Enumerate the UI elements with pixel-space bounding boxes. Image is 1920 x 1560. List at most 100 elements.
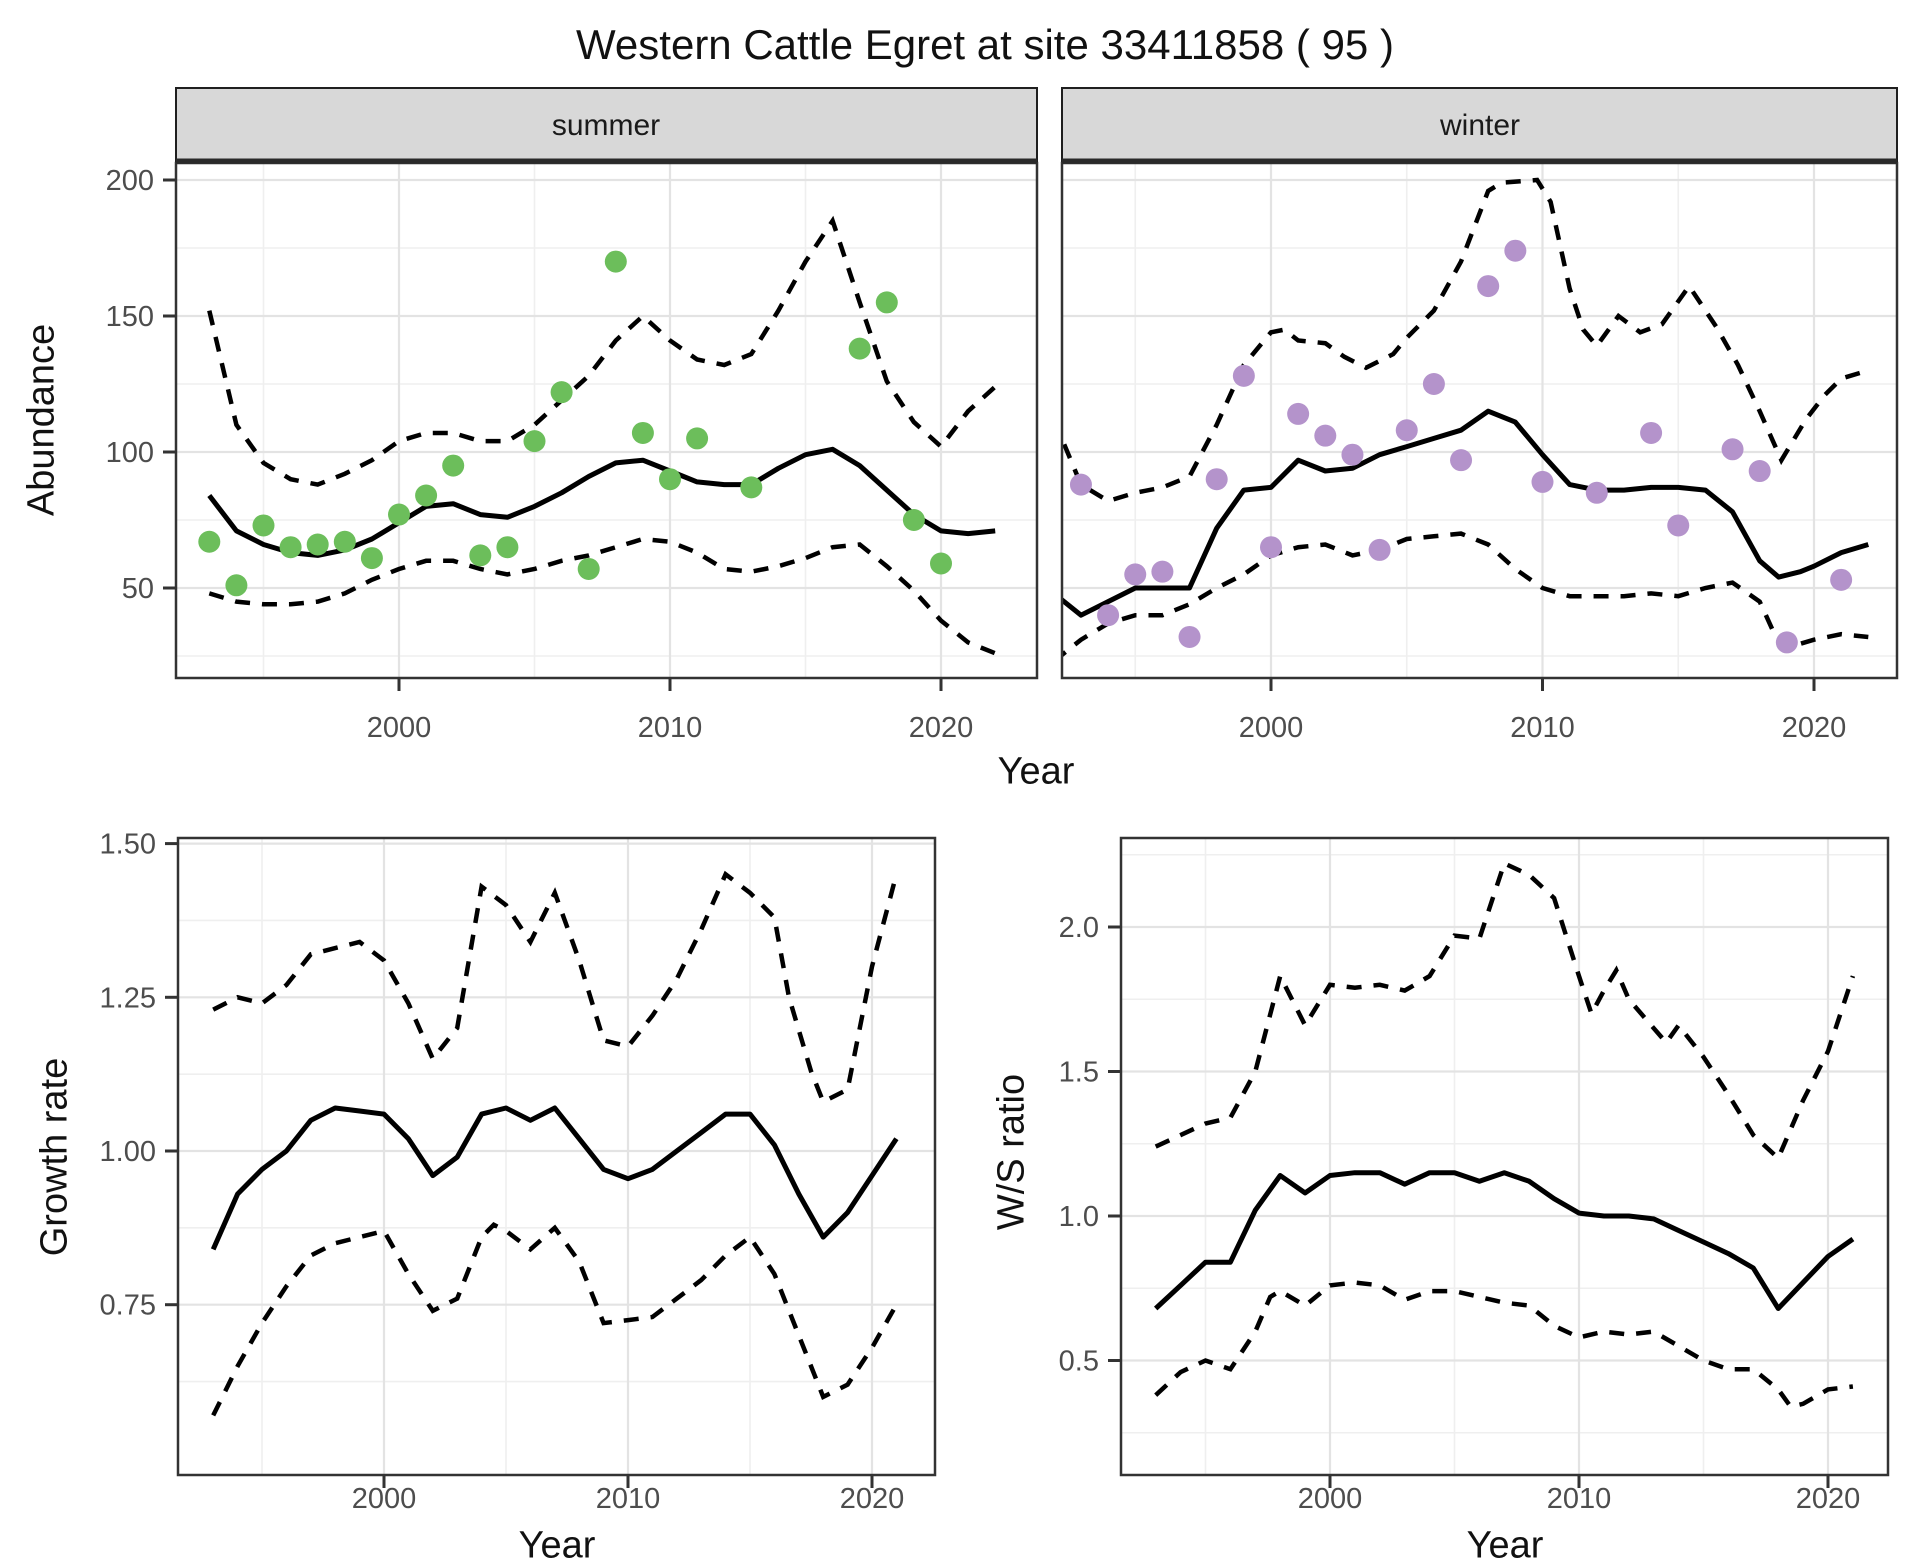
observation-point	[1477, 275, 1500, 298]
upper-ci-line	[1154, 860, 1856, 1163]
x-tick-label: 2010	[596, 1483, 661, 1515]
observation-point	[1830, 568, 1853, 591]
observation-point	[333, 530, 356, 553]
lower-ci-line	[1154, 1280, 1854, 1410]
observation-point	[496, 536, 519, 559]
panel-background	[1062, 163, 1897, 678]
ws-x-axis-title: Year	[1466, 1524, 1544, 1560]
fit-line	[210, 1105, 899, 1251]
observation-point	[740, 476, 763, 499]
y-tick-label: 0.75	[100, 1290, 156, 1322]
y-tick-label: 1.0	[1059, 1201, 1099, 1233]
x-tick-label: 2000	[1298, 1483, 1363, 1515]
observation-point	[1748, 460, 1771, 483]
observation-point	[550, 381, 573, 404]
observation-point	[1287, 402, 1310, 425]
x-tick-label: 2000	[352, 1483, 417, 1515]
panel-growth-rate: 2000 2010 2020 0.75 1.00 1.25 1.50	[100, 829, 937, 1515]
upper-ci-line	[207, 215, 997, 487]
y-tick-label: 150	[106, 301, 154, 333]
x-tick-label: 2000	[367, 712, 432, 744]
y-tick-label: 1.25	[100, 982, 156, 1014]
growth-y-axis-title: Growth rate	[33, 1057, 76, 1257]
observation-point	[1531, 470, 1554, 493]
observation-point	[523, 430, 546, 453]
observation-point	[686, 427, 709, 450]
fit-line	[1062, 408, 1870, 618]
observation-point	[1178, 625, 1201, 648]
observation-point	[279, 536, 302, 559]
abundance-x-axis-title: Year	[997, 750, 1075, 793]
observation-point	[1124, 563, 1147, 586]
upper-ci-line	[212, 870, 899, 1105]
observation-point	[1069, 473, 1092, 496]
observation-point	[252, 514, 275, 537]
y-tick-label: 0.5	[1059, 1346, 1099, 1378]
lower-ci-line	[1062, 531, 1869, 658]
observation-point	[1097, 604, 1120, 627]
x-tick-label: 2020	[1782, 712, 1847, 744]
x-tick-label: 2020	[840, 1483, 905, 1515]
observation-point	[388, 503, 410, 526]
panel-winter: 2000 2010 2020	[1060, 87, 1899, 744]
facet-label-winter: winter	[1439, 109, 1521, 142]
observation-point	[469, 544, 492, 567]
observation-point	[930, 552, 952, 575]
y-tick-label: 1.50	[100, 829, 156, 861]
x-tick-label: 2010	[1547, 1483, 1612, 1515]
observation-point	[306, 533, 329, 556]
x-tick-label: 2010	[638, 712, 703, 744]
figure-title: Western Cattle Egret at site 33411858 ( …	[576, 21, 1394, 68]
upper-ci-line	[1062, 177, 1869, 504]
observation-point	[1151, 560, 1174, 583]
observation-point	[631, 421, 654, 444]
ws-y-axis-title: W/S ratio	[990, 1073, 1033, 1231]
observation-point	[1640, 421, 1663, 444]
y-tick-label: 50	[122, 573, 154, 605]
observation-point	[198, 530, 221, 553]
observation-point	[1341, 443, 1364, 466]
observation-point	[442, 454, 465, 477]
observation-point	[1260, 536, 1282, 559]
observation-point	[1450, 449, 1473, 472]
fit-line	[1153, 1170, 1855, 1311]
observation-point	[848, 337, 871, 360]
observation-point	[604, 250, 627, 273]
panel-border	[176, 836, 937, 1477]
y-tick-label: 1.5	[1059, 1057, 1099, 1089]
observation-point	[875, 291, 898, 314]
observation-point	[1232, 364, 1255, 387]
y-tick-label: 2.0	[1059, 912, 1099, 944]
x-tick-label: 2010	[1510, 712, 1575, 744]
observation-point	[1314, 424, 1337, 447]
x-tick-label: 2020	[909, 712, 974, 744]
panel-ws-ratio: 2000 2010 2020 0.5 1.0 1.5 2.0	[1059, 836, 1890, 1515]
facet-strip	[1061, 87, 1898, 162]
panel-background	[1121, 838, 1888, 1475]
abundance-y-axis-title: Abundance	[20, 323, 63, 517]
observation-point	[360, 547, 383, 570]
y-tick-label: 1.00	[100, 1136, 156, 1168]
x-tick-label: 2000	[1239, 712, 1304, 744]
panel-summer: 2000 2010 2020 50 100 150 200	[106, 87, 1039, 744]
observation-point	[1775, 631, 1798, 654]
growth-x-axis-title: Year	[518, 1524, 596, 1560]
lower-ci-line	[211, 1222, 899, 1417]
panel-border	[1119, 836, 1890, 1477]
observation-point	[577, 557, 600, 580]
x-tick-label: 2020	[1796, 1483, 1861, 1515]
observation-point	[1721, 438, 1744, 461]
observation-point	[902, 509, 925, 531]
observation-point	[415, 484, 438, 507]
y-tick-label: 200	[106, 165, 154, 197]
observation-point	[1585, 481, 1608, 504]
panel-background	[176, 163, 1037, 678]
observation-point	[659, 468, 681, 491]
observation-point	[1368, 538, 1391, 561]
observation-point	[1205, 468, 1228, 491]
observation-point	[1395, 419, 1418, 442]
observation-point	[1667, 514, 1690, 537]
lower-ci-line	[208, 536, 997, 656]
observation-point	[1422, 373, 1445, 395]
